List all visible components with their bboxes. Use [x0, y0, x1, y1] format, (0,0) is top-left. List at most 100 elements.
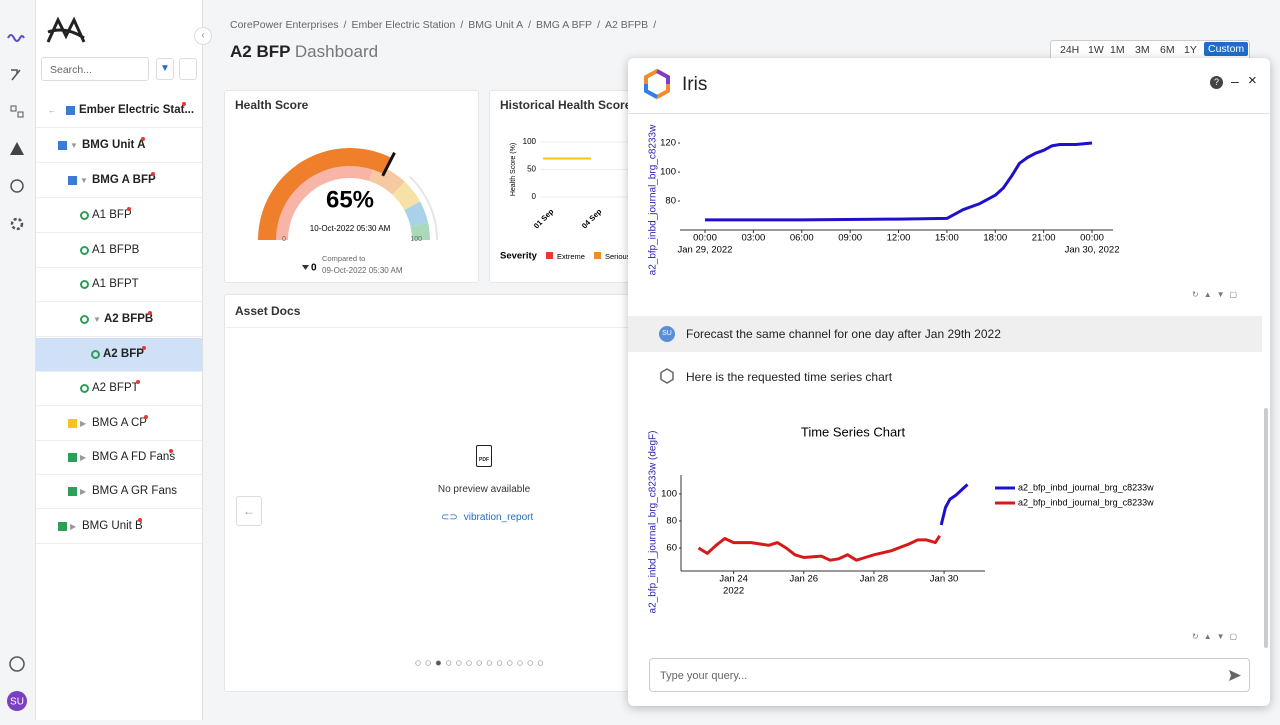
series-line: [939, 483, 969, 526]
node-icon: [66, 106, 75, 115]
legend-label: a2_bfp_inbd_journal_brg_c8233w: [1018, 497, 1154, 507]
divider: [225, 327, 705, 328]
decoration: ▶: [70, 522, 77, 531]
pagination: [415, 660, 544, 666]
tree-row[interactable]: ▼ BMG A BFP: [36, 164, 202, 198]
tree-label: A1 BFP: [92, 209, 132, 221]
filter-button[interactable]: ▼: [156, 58, 174, 80]
pdf-icon: PDF: [476, 445, 492, 467]
health-score-card: Health Score: [224, 90, 479, 283]
tree-row[interactable]: A1 BFPT: [36, 268, 202, 302]
query-input[interactable]: Type your query...: [649, 658, 1250, 692]
tree-row[interactable]: ← Ember Electric Stat...: [36, 94, 202, 128]
page-dot[interactable]: [507, 660, 513, 666]
breadcrumb-item[interactable]: BMG Unit A: [468, 19, 524, 31]
time-range-button[interactable]: 1M: [1110, 44, 1125, 56]
decoration: [1229, 670, 1241, 681]
iris-panel: Iris ? – × SU Forecast the same channel …: [628, 58, 1270, 706]
tree-label: A2 BFP: [103, 348, 144, 360]
nav-icon[interactable]: [11, 69, 21, 81]
time-range-button[interactable]: 1Y: [1184, 44, 1197, 56]
time-range-button[interactable]: 3M: [1135, 44, 1150, 56]
close-button[interactable]: ×: [1248, 72, 1257, 89]
page-dot[interactable]: [486, 660, 493, 666]
alert-dot: [136, 380, 140, 384]
x-tick-label: 12:00: [887, 233, 911, 244]
breadcrumb-separator: /: [460, 19, 464, 31]
feedback-actions[interactable]: ↻▲▼▢: [1192, 290, 1243, 299]
page-dot[interactable]: [476, 660, 482, 666]
tree-label: BMG Unit B: [82, 520, 143, 532]
tree-label: A2 BFPT: [92, 382, 139, 394]
breadcrumb-item[interactable]: Ember Electric Station: [351, 19, 456, 31]
alert-dot: [169, 449, 173, 453]
minimize-button[interactable]: –: [1231, 73, 1239, 89]
alert-dot: [151, 172, 155, 176]
rail-icons: SU: [7, 34, 27, 711]
globe-icon[interactable]: [9, 656, 25, 672]
tree-row[interactable]: ▼ BMG Unit A: [36, 129, 202, 163]
tree-label: A1 BFPT: [92, 278, 139, 290]
tree-row[interactable]: ▼ A2 BFPB: [36, 303, 202, 337]
breadcrumb-item[interactable]: BMG A BFP: [536, 19, 593, 31]
breadcrumb-item[interactable]: A2 BFPB: [605, 19, 649, 31]
search-box[interactable]: Search...: [41, 57, 149, 81]
page-dot[interactable]: [517, 660, 523, 666]
page-dot[interactable]: [435, 660, 442, 666]
tree-label: Ember Electric Stat...: [79, 104, 195, 116]
x-tick-label: Jan 24: [719, 574, 748, 585]
node-icon: [80, 280, 89, 289]
reply-text: Here is the requested time series chart: [686, 370, 893, 384]
app-icon[interactable]: [7, 34, 25, 42]
page-dot[interactable]: [445, 660, 452, 666]
card-title: Asset Docs: [235, 304, 301, 318]
tree-row[interactable]: ▶ BMG A FD Fans: [36, 441, 202, 475]
prev-button[interactable]: ←: [236, 496, 262, 526]
node-icon: [91, 350, 100, 359]
avatar-text: SU: [10, 697, 24, 708]
time-range-button[interactable]: 1W: [1088, 44, 1104, 56]
view-button[interactable]: [179, 58, 197, 80]
avatar[interactable]: [7, 691, 27, 711]
file-link[interactable]: ⊂⊃ vibration_report: [441, 512, 533, 523]
time-range-button[interactable]: Custom: [1204, 42, 1249, 56]
send-button[interactable]: [1228, 669, 1242, 682]
alert-icon[interactable]: [10, 142, 24, 155]
page-dot[interactable]: [537, 660, 544, 666]
page-dot[interactable]: [415, 660, 421, 666]
help-button[interactable]: ?: [1210, 76, 1223, 89]
time-range-button[interactable]: 6M: [1160, 44, 1175, 56]
bot-icon: [660, 368, 674, 384]
tree-row[interactable]: A1 BFP: [36, 199, 202, 233]
time-range-button[interactable]: 24H: [1060, 44, 1080, 56]
page-dot[interactable]: [496, 660, 503, 666]
nav-icon[interactable]: [10, 105, 17, 112]
y-axis-label: Health Score (%): [510, 143, 517, 196]
y-tick-label: 80: [666, 515, 677, 526]
y-tick-label: 100: [523, 137, 537, 146]
tree-row-selected[interactable]: A2 BFP: [36, 338, 202, 372]
collapse-button[interactable]: ‹: [194, 27, 212, 45]
page-dot[interactable]: [425, 660, 431, 666]
alert-dot: [148, 311, 152, 315]
tree-label: BMG A CP: [92, 417, 147, 429]
page-dot[interactable]: [456, 660, 462, 666]
nav-icon[interactable]: [17, 111, 24, 118]
alert-dot: [144, 415, 148, 419]
feedback-actions[interactable]: ↻▲▼▢: [1192, 632, 1243, 641]
x-tick-label: 21:00: [1032, 233, 1056, 244]
tree-row[interactable]: A1 BFPB: [36, 234, 202, 268]
x-tick-label: 18:00: [983, 233, 1007, 244]
tree-row[interactable]: A2 BFPT: [36, 372, 202, 406]
page-dot[interactable]: [527, 660, 533, 666]
nav-icon[interactable]: [10, 179, 24, 193]
legend-title: Severity: [500, 251, 538, 262]
settings-icon[interactable]: [10, 217, 24, 231]
scrollbar[interactable]: [1264, 408, 1268, 648]
tree-row[interactable]: ▶ BMG Unit B: [36, 510, 202, 544]
tree-row[interactable]: ▶ BMG A GR Fans: [36, 475, 202, 509]
y-tick-label: 100: [661, 488, 677, 499]
breadcrumb-item[interactable]: CorePower Enterprises: [230, 19, 339, 31]
page-dot[interactable]: [466, 660, 472, 666]
tree-row[interactable]: ▶ BMG A CP: [36, 407, 202, 441]
